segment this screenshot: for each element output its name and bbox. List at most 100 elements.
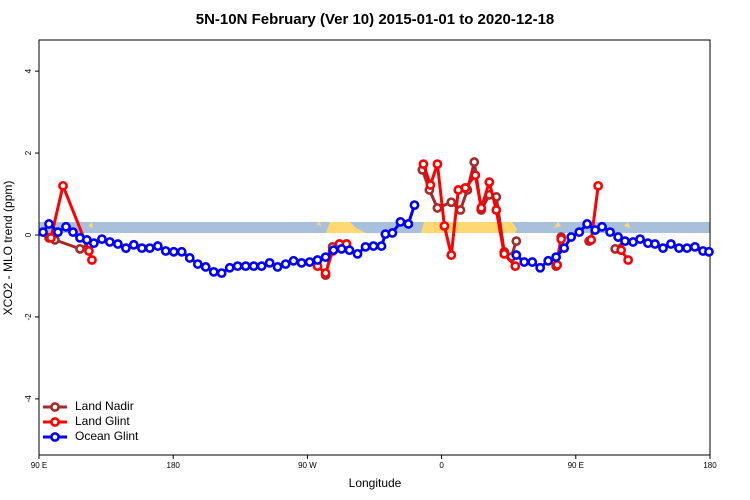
data-point [586,235,597,245]
data-point [470,170,481,181]
data-point [97,234,107,245]
data-point [280,259,291,269]
data-point [61,221,71,232]
data-point [446,250,457,260]
legend-label: Land Glint [75,414,130,428]
land-patch [624,222,630,228]
data-point [605,227,615,238]
data-point [613,232,624,242]
data-point [566,232,577,242]
data-point [160,246,171,256]
data-point [240,261,251,272]
data-point [635,234,645,245]
data-point [484,177,495,188]
y-tick-label: -2 [24,313,33,321]
data-point [620,236,630,247]
data-point [112,239,123,249]
data-point [104,237,115,247]
data-point [208,266,219,277]
data-point [360,241,371,252]
data-point [328,245,339,256]
data-point [88,238,99,249]
data-point [320,252,331,263]
data-point [68,227,78,238]
data-point [674,243,684,254]
data-point [168,246,179,257]
data-point [690,241,700,252]
data-point [176,246,187,257]
legend-marker [50,432,60,442]
data-point [53,227,63,238]
data-point [136,243,147,254]
series-line [48,160,626,276]
x-tick-label: 90 E [31,461,47,470]
data-point [551,252,562,263]
data-point [582,219,593,229]
land-patch [326,222,366,233]
x-tick-label: 180 [703,461,717,470]
data-point [476,203,487,213]
data-point [574,227,585,238]
data-point [432,159,443,170]
data-point [559,243,570,254]
data-point [121,243,131,254]
data-point [704,246,714,257]
chart-title: 5N-10N February (Ver 10) 2015-01-01 to 2… [196,11,555,28]
data-point [543,255,554,266]
ocean-strip [39,222,710,233]
data-point [439,221,450,231]
x-tick-label: 90 E [568,461,584,470]
data-point [336,244,347,254]
data-point [200,262,211,272]
data-point [666,239,676,249]
legend-marker [50,402,60,412]
data-point [272,262,283,272]
data-point [296,257,307,268]
series [38,200,714,279]
data-point [152,241,163,251]
data-point [87,255,97,265]
data-point [58,180,68,191]
data-point [511,236,522,247]
data-point [46,232,56,243]
y-tick-label: 2 [24,150,33,155]
y-tick-label: 4 [24,68,33,73]
data-point [216,268,227,279]
series [44,157,630,281]
data-point [511,250,522,260]
data-point [344,245,355,256]
data-point [527,257,538,267]
data-point [44,219,54,229]
data-point [264,257,275,268]
y-tick-label: -4 [24,395,33,403]
legend-marker [50,417,60,427]
data-point [519,257,530,267]
data-point [432,203,443,213]
y-tick-label: 0 [24,232,33,237]
data-point [376,241,387,251]
data-point [288,255,299,266]
data-point [395,216,406,227]
data-point [650,239,660,249]
data-point [425,180,436,190]
series-line [41,204,710,275]
data-point [320,268,331,279]
data-point [682,243,692,254]
data-point [184,253,195,263]
legend-label: Land Nadir [75,399,134,413]
data-point [38,227,48,238]
x-axis-label: Longitude [349,476,402,490]
data-point [491,205,502,215]
land-patch [316,222,321,226]
data-point [597,221,607,232]
data-point [192,259,203,269]
data-point [75,244,85,254]
data-point [232,261,243,272]
data-point [128,239,139,250]
data-point [593,180,604,191]
series-line [49,162,630,275]
data-point [499,248,510,259]
data-point [409,200,420,210]
data-point [248,261,259,272]
